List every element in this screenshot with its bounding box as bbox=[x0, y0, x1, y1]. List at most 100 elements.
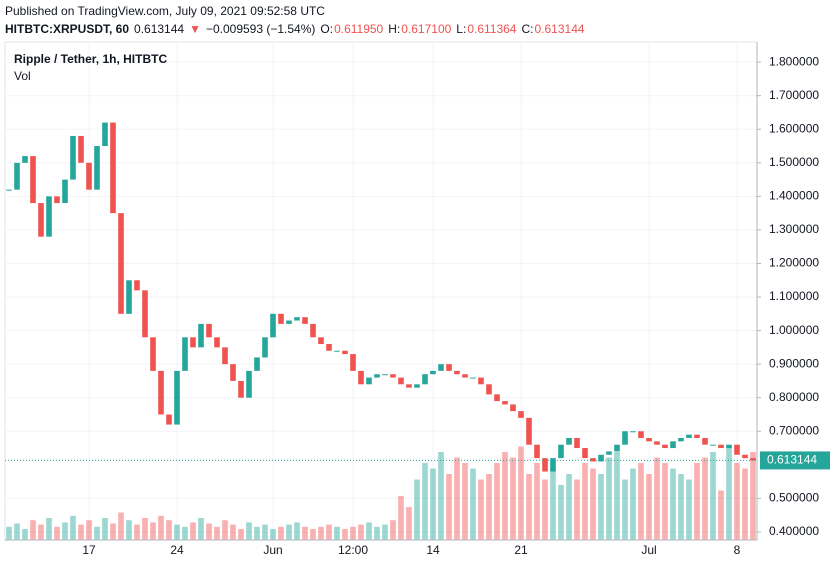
last-price-label: 0.613144 bbox=[767, 453, 817, 467]
candle bbox=[678, 437, 684, 442]
candle bbox=[726, 444, 732, 449]
candle bbox=[30, 156, 36, 204]
candle bbox=[46, 196, 52, 237]
volume-bar bbox=[326, 524, 332, 540]
candle bbox=[574, 437, 580, 449]
close: 0.613144 bbox=[534, 22, 584, 36]
candle bbox=[70, 135, 76, 180]
volume-bar bbox=[390, 520, 396, 540]
volume-bar bbox=[686, 479, 692, 540]
x-tick-label: 14 bbox=[426, 543, 440, 557]
volume-bar bbox=[718, 490, 724, 540]
candle bbox=[350, 354, 356, 371]
volume-bar bbox=[366, 522, 372, 540]
low: 0.611364 bbox=[467, 22, 516, 36]
candle bbox=[326, 344, 332, 351]
candle bbox=[406, 384, 412, 388]
y-tick-label: 1.100000 bbox=[769, 289, 819, 303]
volume-bar bbox=[70, 515, 76, 540]
candle bbox=[742, 454, 748, 459]
candle bbox=[190, 337, 196, 348]
volume-bar bbox=[710, 452, 716, 540]
candle bbox=[222, 347, 228, 365]
candle bbox=[254, 357, 260, 371]
volume-bar bbox=[462, 463, 468, 540]
volume-bar bbox=[646, 474, 652, 540]
volume-bar bbox=[614, 452, 620, 540]
volume-bar bbox=[94, 526, 100, 540]
volume-bar bbox=[478, 479, 484, 540]
last-price-box bbox=[760, 451, 830, 470]
candle bbox=[198, 323, 204, 348]
candle bbox=[694, 434, 700, 438]
published: Published on TradingView.com, July 09, 2… bbox=[5, 4, 325, 18]
volume-bar bbox=[406, 507, 412, 540]
candle bbox=[174, 370, 180, 425]
volume-bar bbox=[334, 526, 340, 540]
candle bbox=[126, 280, 132, 314]
candle bbox=[438, 364, 444, 371]
volume-bar bbox=[214, 526, 220, 540]
candle bbox=[478, 377, 484, 385]
candle bbox=[294, 317, 300, 321]
candle bbox=[278, 313, 284, 324]
candle bbox=[358, 370, 364, 385]
volume-bar bbox=[598, 474, 604, 540]
volume-bar bbox=[174, 524, 180, 540]
candle bbox=[702, 437, 708, 445]
volume-bar bbox=[486, 474, 492, 540]
y-tick-label: 1.400000 bbox=[769, 189, 819, 203]
candle bbox=[582, 448, 588, 459]
candle bbox=[302, 317, 308, 324]
volume-bar bbox=[630, 468, 636, 540]
candle bbox=[598, 454, 604, 462]
volume-bar bbox=[302, 526, 308, 540]
x-tick-label: 8 bbox=[734, 543, 741, 557]
volume-bar bbox=[142, 518, 148, 540]
candle bbox=[534, 444, 540, 459]
high-label: H: bbox=[388, 22, 400, 36]
candle bbox=[334, 350, 340, 352]
volume-bar bbox=[470, 468, 476, 540]
volume-bar bbox=[534, 463, 540, 540]
volume-bar bbox=[606, 457, 612, 540]
candle bbox=[686, 434, 692, 438]
candle bbox=[246, 370, 252, 398]
change: −0.009593 (−1.54%) bbox=[206, 22, 315, 36]
volume-bar bbox=[350, 526, 356, 540]
volume-bar bbox=[46, 518, 52, 540]
candle bbox=[518, 411, 524, 418]
y-tick-label: 1.600000 bbox=[769, 121, 819, 135]
volume-bar bbox=[78, 524, 84, 540]
candle bbox=[230, 364, 236, 381]
candle bbox=[22, 156, 28, 163]
candle bbox=[654, 441, 660, 445]
volume-bar bbox=[726, 446, 732, 540]
volume-bar bbox=[278, 526, 284, 540]
candle bbox=[342, 350, 348, 355]
candle bbox=[462, 374, 468, 378]
candle bbox=[422, 374, 428, 385]
candle bbox=[622, 431, 628, 445]
volume-bar bbox=[190, 522, 196, 540]
open-label: O: bbox=[320, 22, 333, 36]
y-tick-label: 1.000000 bbox=[769, 323, 819, 337]
y-tick-label: 1.700000 bbox=[769, 88, 819, 102]
candle bbox=[134, 280, 140, 291]
volume-bar bbox=[518, 446, 524, 540]
volume-bar bbox=[542, 479, 548, 540]
candle bbox=[662, 444, 668, 449]
volume-bar bbox=[582, 463, 588, 540]
volume-bar bbox=[62, 522, 68, 540]
candle bbox=[638, 431, 644, 438]
volume-bar bbox=[318, 526, 324, 540]
volume-bar bbox=[510, 457, 516, 540]
candle bbox=[14, 162, 20, 190]
volume-bar bbox=[158, 515, 164, 540]
candle bbox=[606, 451, 612, 455]
volume-bar bbox=[414, 479, 420, 540]
volume-bar bbox=[230, 524, 236, 540]
candle bbox=[382, 374, 388, 376]
volume-bar bbox=[262, 524, 268, 540]
candle bbox=[38, 203, 44, 237]
